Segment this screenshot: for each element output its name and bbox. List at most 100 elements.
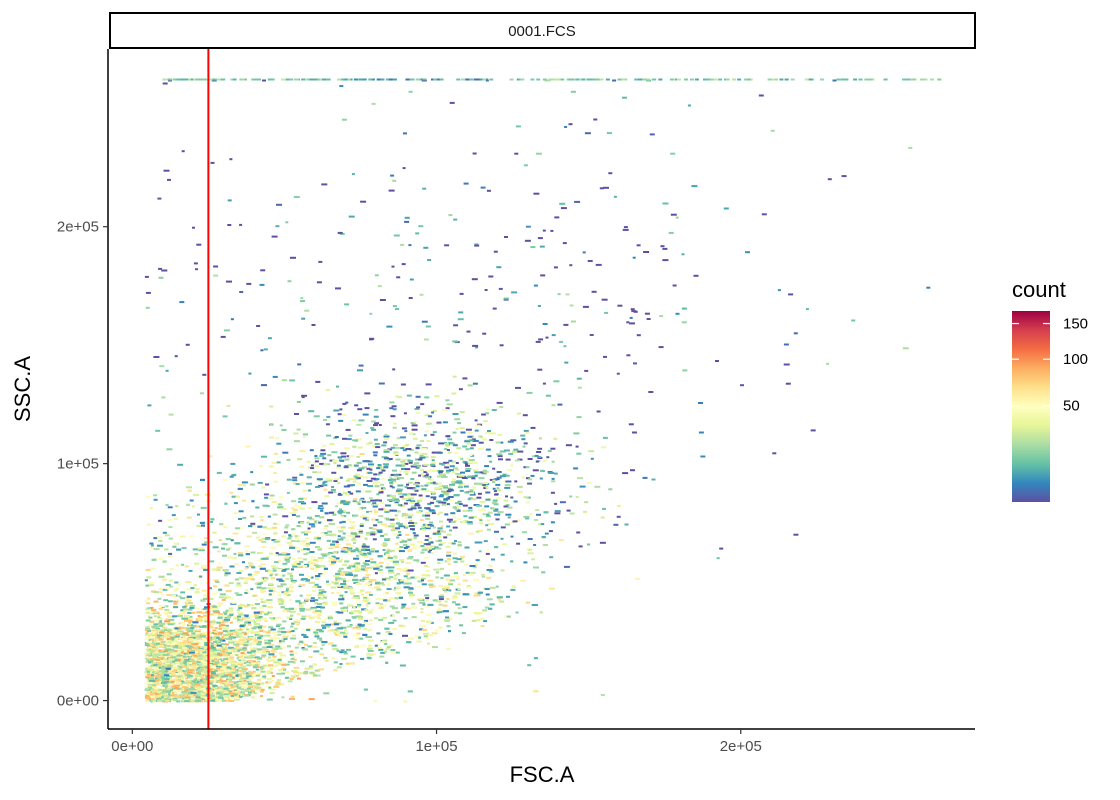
density-bin (355, 566, 359, 569)
plot-panel (108, 49, 975, 729)
density-bin (263, 613, 270, 616)
density-bin (301, 615, 307, 618)
density-bin (261, 486, 266, 489)
density-bin (291, 568, 294, 571)
density-bin (158, 670, 164, 673)
density-bin (390, 529, 396, 532)
density-bin (386, 548, 390, 551)
density-bin (166, 634, 171, 637)
density-bin (176, 630, 182, 633)
density-bin (438, 626, 443, 629)
density-bin (171, 638, 175, 641)
density-bin (150, 612, 155, 615)
density-bin (157, 557, 163, 560)
density-bin (321, 590, 327, 593)
density-bin (165, 618, 169, 621)
density-bin (181, 547, 187, 550)
density-bin (212, 656, 216, 659)
density-bin (157, 681, 162, 684)
density-bin (211, 660, 217, 662)
density-bin (401, 561, 405, 563)
density-bin (213, 579, 219, 582)
density-bin (369, 619, 373, 622)
density-bin (251, 696, 256, 699)
density-bin (218, 604, 221, 607)
density-bin (280, 627, 285, 630)
density-bin (203, 697, 207, 699)
density-bin (495, 585, 499, 588)
density-bin (163, 687, 168, 690)
density-bin (145, 697, 151, 700)
density-bin (450, 576, 456, 578)
density-bin (188, 651, 195, 654)
density-bin (195, 674, 200, 677)
density-bin (228, 582, 234, 585)
density-bin (155, 618, 162, 621)
density-bin (269, 659, 276, 662)
density-bin (233, 502, 238, 505)
density-bin (260, 683, 265, 686)
density-bin (362, 476, 369, 479)
density-bin (264, 580, 267, 583)
density-bin (270, 650, 276, 653)
density-bin (245, 638, 251, 641)
density-bin (244, 689, 250, 692)
density-bin (331, 592, 335, 594)
density-bin (416, 640, 422, 643)
density-bin (222, 615, 228, 618)
density-bin (316, 585, 322, 588)
density-bin (148, 634, 153, 637)
density-bin (228, 678, 232, 681)
density-bin (195, 696, 201, 699)
density-bin (151, 544, 154, 547)
density-bin (271, 679, 275, 682)
density-bin (149, 629, 154, 632)
density-bin (239, 646, 243, 649)
density-bin (369, 558, 374, 561)
density-bin (145, 608, 151, 611)
density-bin (234, 696, 240, 699)
density-bin (345, 499, 350, 502)
density-bin (257, 481, 263, 484)
density-bin (261, 587, 267, 590)
density-bin (196, 524, 202, 527)
density-bin (268, 589, 273, 592)
density-bin (254, 639, 258, 642)
density-bin (299, 607, 306, 610)
density-bin (478, 517, 482, 520)
density-bin (201, 670, 207, 673)
density-bin (154, 638, 159, 641)
density-bin (217, 614, 222, 617)
density-bin (156, 697, 162, 700)
density-bin (374, 617, 379, 620)
density-bin (258, 628, 264, 631)
density-bin (305, 615, 312, 618)
density-bin (325, 623, 331, 626)
density-bin (246, 535, 252, 538)
density-bin (548, 587, 555, 590)
density-bin (199, 668, 205, 671)
density-bin (323, 567, 328, 570)
density-bin (296, 677, 301, 680)
density-bin (474, 541, 481, 544)
density-bin (328, 642, 332, 645)
density-bin (192, 684, 196, 687)
density-bin (309, 559, 315, 561)
density-bin (183, 693, 188, 695)
facet-strip-label: 0001.FCS (508, 23, 576, 40)
density-bin (299, 573, 304, 576)
density-bin (196, 687, 201, 689)
density-bin (211, 638, 216, 641)
density-bin (157, 674, 162, 677)
density-bin (161, 690, 167, 693)
density-bin (379, 655, 385, 658)
density-bin (337, 622, 342, 625)
density-bin (270, 586, 276, 589)
density-bin (159, 693, 163, 696)
density-bin (407, 548, 412, 551)
density-bin (395, 542, 399, 545)
density-bin (285, 560, 290, 563)
density-bin (442, 588, 446, 591)
density-bin (212, 610, 219, 613)
density-bin (241, 674, 246, 677)
